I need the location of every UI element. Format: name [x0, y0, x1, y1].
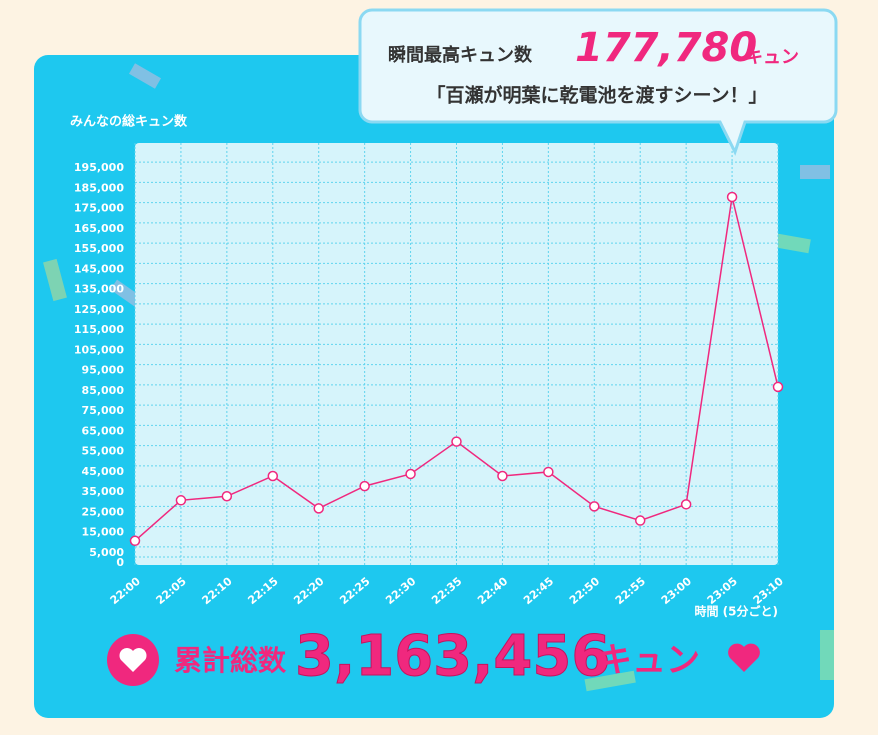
peak-unit: キュン [745, 47, 799, 68]
x-axis-label: 時間 (5分ごと) [695, 604, 779, 619]
point [589, 501, 600, 512]
point [543, 466, 554, 478]
point [313, 503, 324, 514]
y-tick-label: 15,000 [82, 526, 125, 539]
y-tick-label: 25,000 [82, 505, 125, 518]
point [634, 515, 646, 526]
total-value: 3,163,456 [295, 624, 610, 689]
y-tick-label: 55,000 [82, 445, 125, 458]
y-tick-label: 95,000 [82, 364, 125, 377]
y-tick-label: 65,000 [82, 424, 125, 437]
point [726, 191, 738, 203]
point [221, 491, 233, 502]
total-title: 累計総数 [174, 644, 287, 677]
peak-value: 177,780 [575, 25, 757, 71]
point [451, 436, 462, 447]
y-tick-label: 115,000 [74, 323, 124, 336]
point [680, 499, 692, 510]
y-tick-label: 145,000 [74, 262, 124, 275]
speech-bubble [358, 8, 838, 156]
confetti [43, 63, 834, 692]
y-tick-label: 35,000 [82, 485, 125, 498]
heart-icon [119, 648, 147, 672]
y-tick-label: 0 [116, 556, 124, 569]
peak-scene: 「百瀬が明葉に乾電池を渡すシーン！」 [426, 84, 767, 107]
y-tick-label: 155,000 [74, 242, 124, 255]
y-tick-label: 45,000 [82, 465, 125, 478]
y-tick-label: 175,000 [74, 202, 124, 215]
point [267, 470, 279, 482]
y-tick-label: 185,000 [74, 181, 124, 194]
heart-icon [728, 643, 760, 672]
plot-area [135, 143, 778, 565]
y-axis-label: みんなの総キュン数 [70, 114, 188, 130]
peak-title: 瞬間最高キュン数 [388, 44, 533, 66]
point [129, 535, 141, 547]
y-tick-label: 165,000 [74, 222, 124, 235]
point [405, 468, 416, 480]
total-unit: キュン [598, 641, 700, 681]
point [175, 495, 187, 506]
y-tick-label: 125,000 [74, 303, 124, 316]
point [497, 470, 508, 482]
y-tick-label: 75,000 [82, 404, 125, 417]
y-tick-label: 195,000 [74, 161, 124, 174]
y-tick-label: 105,000 [74, 343, 124, 356]
y-tick-label: 135,000 [74, 283, 124, 296]
y-tick-label: 85,000 [82, 384, 125, 397]
y-tick-label: 5,000 [89, 546, 124, 559]
point [772, 381, 784, 393]
point [359, 480, 370, 492]
